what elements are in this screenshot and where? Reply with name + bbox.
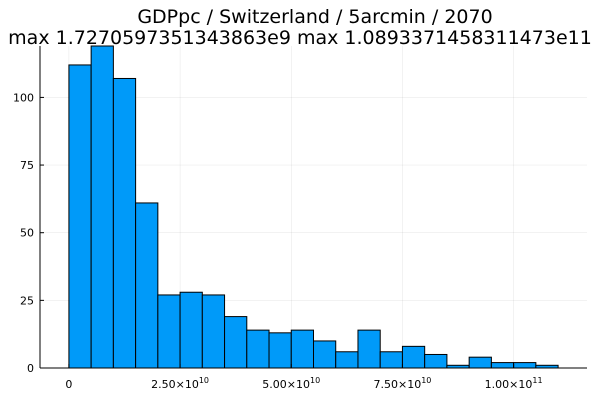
chart-subtitle: max 1.7270597351343863e9 max 1.089337145… xyxy=(8,27,592,49)
histogram-bar xyxy=(135,202,159,369)
y-tick-label: 25 xyxy=(20,294,34,307)
x-tick-labels: 0 2.50×1010 5.00×1010 7.50×1010 1.00×1011 xyxy=(65,376,542,391)
histogram-bar xyxy=(224,316,248,369)
y-tick-label: 50 xyxy=(20,227,34,240)
x-tick-label: 7.50×1010 xyxy=(373,376,431,391)
histogram-bar xyxy=(90,45,114,369)
histogram-bar xyxy=(268,332,292,369)
histogram-bar xyxy=(68,64,92,369)
histogram-bar xyxy=(157,294,181,369)
histogram-bar xyxy=(335,351,359,369)
histogram-bar xyxy=(112,77,137,369)
y-tick-label: 75 xyxy=(20,159,34,172)
histogram-bar xyxy=(513,362,537,369)
histogram-bar xyxy=(246,329,270,369)
chart-title: GDPpc / Switzerland / 5arcmin / 2070 xyxy=(137,6,492,28)
x-tick-label: 5.00×1010 xyxy=(262,376,320,391)
histogram-bar xyxy=(290,329,314,369)
y-tick-labels: 0 25 50 75 100 xyxy=(13,91,34,375)
histogram-bar xyxy=(357,329,381,369)
histogram-bar xyxy=(490,362,515,369)
histogram-bar xyxy=(424,353,448,369)
histogram-bar xyxy=(379,351,403,369)
x-tick-label: 1.00×1011 xyxy=(485,376,543,391)
histogram-bar xyxy=(201,294,226,369)
histogram-bar xyxy=(179,291,203,369)
histogram-bar xyxy=(468,356,492,369)
x-tick-label: 0 xyxy=(65,378,72,391)
y-tick-label: 100 xyxy=(13,91,34,104)
x-tick-label: 2.50×1010 xyxy=(151,376,209,391)
y-tick-label: 0 xyxy=(27,362,34,375)
axes xyxy=(39,46,587,369)
histogram-bar xyxy=(313,340,337,369)
histogram-bar xyxy=(401,345,426,369)
histogram-bars xyxy=(68,45,559,369)
